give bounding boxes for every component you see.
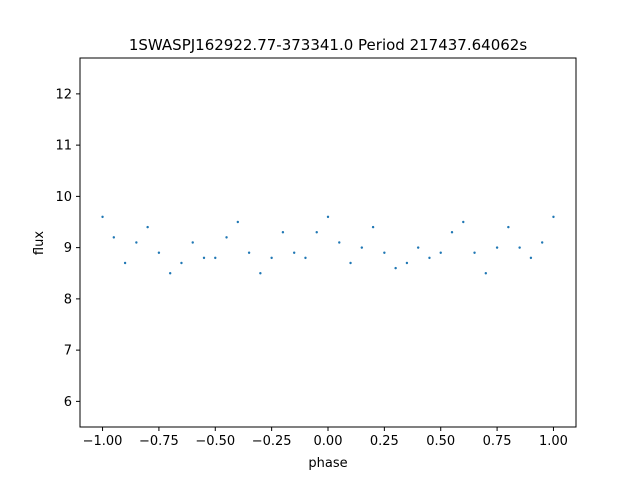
data-point [112, 236, 116, 239]
data-point [270, 256, 273, 260]
x-tick-label: 0.50 [426, 434, 455, 449]
data-point [304, 256, 307, 260]
data-point [462, 220, 465, 224]
data-point [146, 225, 149, 229]
data-point [135, 241, 138, 244]
y-axis: 6 7 8 9 10 11 12 [55, 87, 80, 410]
y-tick-label: 11 [55, 139, 72, 154]
data-points [101, 215, 555, 275]
x-axis: −1.00 −0.75 −0.50 −0.25 0.00 0.25 0.50 0.75 1.00 [83, 427, 568, 449]
x-tick-label: 0.00 [314, 434, 343, 449]
x-tick-label: 0.25 [370, 434, 399, 449]
data-point [338, 241, 341, 244]
y-tick-label: 8 [64, 292, 72, 307]
plot-frame [79, 57, 577, 428]
data-point [507, 225, 510, 229]
data-point [428, 256, 431, 260]
data-point [225, 236, 228, 239]
y-tick-label: 10 [55, 190, 72, 205]
data-point [157, 251, 161, 254]
data-point [529, 256, 533, 260]
x-tick-label: −0.75 [139, 434, 179, 449]
data-point [473, 251, 476, 254]
y-tick-label: 6 [64, 395, 72, 410]
data-point [180, 261, 183, 265]
data-point [191, 241, 194, 244]
y-tick-label: 9 [64, 241, 72, 256]
data-point [371, 225, 375, 229]
x-tick-label: 0.75 [483, 434, 512, 449]
data-point [236, 220, 240, 224]
x-tick-label: −0.25 [252, 434, 292, 449]
data-point [439, 251, 442, 254]
data-point [202, 256, 206, 260]
data-point [123, 261, 127, 265]
data-point [315, 231, 318, 234]
data-point [450, 231, 454, 234]
x-tick-label: −1.00 [83, 434, 123, 449]
y-tick-label: 7 [64, 344, 72, 359]
y-tick-label: 12 [55, 87, 72, 102]
data-point [405, 261, 409, 265]
data-point [552, 215, 555, 219]
x-tick-label: −0.50 [195, 434, 235, 449]
data-point [292, 251, 296, 254]
data-point [416, 246, 420, 249]
data-point [495, 246, 499, 249]
data-point [383, 251, 386, 254]
data-point [259, 272, 262, 275]
data-point [326, 215, 330, 219]
data-point [484, 272, 488, 275]
data-point [247, 251, 251, 254]
y-axis-label: flux [32, 231, 47, 255]
x-axis-label: phase [308, 456, 347, 471]
chart-title: 1SWASPJ162922.77-373341.0 Period 217437.… [129, 36, 527, 54]
data-point [168, 272, 172, 275]
data-point [518, 246, 521, 249]
data-point [349, 261, 352, 265]
data-point [214, 256, 217, 260]
data-point [540, 241, 544, 244]
data-point [394, 266, 397, 270]
data-point [101, 215, 104, 219]
x-tick-label: 1.00 [539, 434, 568, 449]
data-point [281, 231, 285, 234]
data-point [360, 246, 364, 249]
